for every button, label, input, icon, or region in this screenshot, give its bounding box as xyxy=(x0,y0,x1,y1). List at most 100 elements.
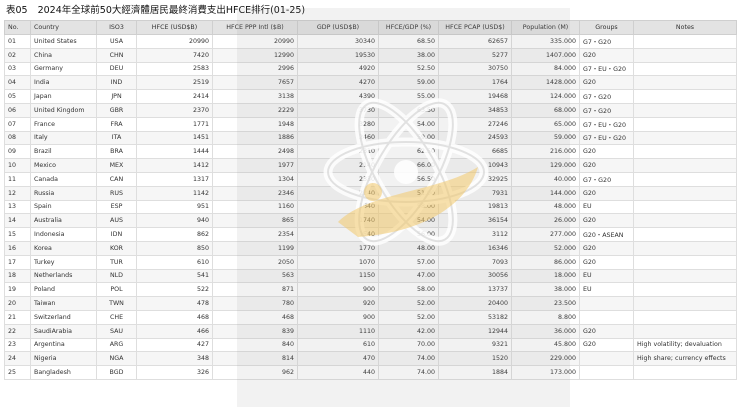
cell-country: Nigeria xyxy=(30,351,97,367)
cell-population: 59.000 xyxy=(511,130,580,146)
cell-hfce-gdp: 58.00 xyxy=(378,199,439,215)
cell-hfce-ppp: 2050 xyxy=(212,254,298,270)
cell-no: 01 xyxy=(4,34,31,49)
cell-hfce-ppp: 2498 xyxy=(212,144,298,160)
cell-country: Poland xyxy=(30,282,97,298)
col-header-hfce-pcap: HFCE PCAP (USD$) xyxy=(438,20,512,35)
cell-hfce-gdp: 47.00 xyxy=(378,268,439,284)
cell-hfce-ppp: 2346 xyxy=(212,185,298,201)
col-header-hfce-ppp: HFCE PPP Intl ($B) xyxy=(212,20,298,35)
table-row: 05 Japan JPN 2414 3138 4390 55.00 19468 124.000 G… xyxy=(4,89,737,104)
col-header-gdp: GDP (USD$B) xyxy=(297,20,379,35)
cell-country: Mexico xyxy=(30,158,97,173)
cell-gdp: 2240 xyxy=(297,185,379,201)
cell-hfce-gdp: 62.50 xyxy=(378,144,439,160)
col-header-hfce-gdp: HFCE/GDP (%) xyxy=(378,20,439,35)
cell-hfce-pcap: 5277 xyxy=(438,47,512,63)
table-row: 16 Korea KOR 850 1199 1770 48.00 16346 52.000 G20 xyxy=(4,240,737,256)
cell-hfce-ppp: 563 xyxy=(212,268,298,284)
cell-hfce: 940 xyxy=(136,213,213,229)
cell-hfce-pcap: 20400 xyxy=(438,296,512,311)
cell-hfce-pcap: 27246 xyxy=(438,116,512,132)
cell-population: 52.000 xyxy=(511,240,580,256)
cell-population: 277.000 xyxy=(511,227,580,242)
cell-hfce-pcap: 19468 xyxy=(438,89,512,104)
cell-notes xyxy=(633,144,737,160)
cell-population: 36.000 xyxy=(511,323,580,339)
table-row: 07 France FRA 1771 1948 3280 54.00 27246 65.000 G… xyxy=(4,116,737,132)
cell-hfce-pcap: 12944 xyxy=(438,323,512,339)
cell-notes xyxy=(633,365,737,380)
cell-groups: G20 xyxy=(579,47,634,63)
cell-groups: EU xyxy=(579,268,634,284)
table-row: 22 SaudiArabia SAU 466 839 1110 42.00 12944 36.0… xyxy=(4,323,737,339)
cell-population: 48.000 xyxy=(511,199,580,215)
cell-hfce: 468 xyxy=(136,309,213,325)
cell-groups: G20 xyxy=(579,144,634,160)
table-row: 08 Italy ITA 1451 1886 2460 59.00 24593 59.000 G7… xyxy=(4,130,737,146)
cell-groups: G20 xyxy=(579,240,634,256)
cell-hfce-gdp: 54.00 xyxy=(378,116,439,132)
col-header-no: No. xyxy=(4,20,31,35)
cell-iso3: ITA xyxy=(96,130,137,146)
cell-hfce-gdp: 63.50 xyxy=(378,102,439,118)
cell-hfce-pcap: 1884 xyxy=(438,365,512,380)
cell-gdp: 900 xyxy=(297,309,379,325)
cell-hfce-gdp: 66.00 xyxy=(378,158,439,173)
cell-hfce-pcap: 10943 xyxy=(438,158,512,173)
cell-country: Indonesia xyxy=(30,227,97,242)
cell-no: 02 xyxy=(4,47,31,63)
cell-groups: G20 xyxy=(579,75,634,91)
cell-notes xyxy=(633,227,737,242)
cell-hfce: 7420 xyxy=(136,47,213,63)
cell-no: 13 xyxy=(4,199,31,215)
cell-gdp: 900 xyxy=(297,282,379,298)
cell-hfce-gdp: 74.00 xyxy=(378,365,439,380)
cell-hfce-ppp: 814 xyxy=(212,351,298,367)
cell-gdp: 30340 xyxy=(297,34,379,49)
cell-notes xyxy=(633,268,737,284)
table-row: 23 Argentina ARG 427 840 610 70.00 9321 45.800 G2… xyxy=(4,337,737,353)
cell-hfce-ppp: 468 xyxy=(212,309,298,325)
cell-gdp: 1110 xyxy=(297,323,379,339)
cell-hfce-gdp: 70.00 xyxy=(378,337,439,353)
cell-hfce-pcap: 1520 xyxy=(438,351,512,367)
cell-gdp: 2460 xyxy=(297,130,379,146)
table-row: 03 Germany DEU 2583 2996 4920 52.50 30750 84.000… xyxy=(4,61,737,77)
cell-country: France xyxy=(30,116,97,132)
cell-iso3: TWN xyxy=(96,296,137,311)
cell-hfce-ppp: 2996 xyxy=(212,61,298,77)
cell-population: 129.000 xyxy=(511,158,580,173)
col-header-notes: Notes xyxy=(633,20,737,35)
table-row: 17 Turkey TUR 610 2050 1070 57.00 7093 86.000 G20 xyxy=(4,254,737,270)
cell-hfce: 1451 xyxy=(136,130,213,146)
cell-hfce-gdp: 55.00 xyxy=(378,89,439,104)
cell-country: India xyxy=(30,75,97,91)
cell-population: 1407.000 xyxy=(511,47,580,63)
cell-groups: G20 xyxy=(579,213,634,229)
cell-groups: G7・EU・G20 xyxy=(579,130,634,146)
col-header-population: Population (M) xyxy=(511,20,580,35)
table-row: 10 Mexico MEX 1412 1977 2140 66.00 10943 129.000… xyxy=(4,158,737,173)
table-row: 11 Canada CAN 1317 1304 2330 56.50 32925 40.000 G… xyxy=(4,171,737,187)
cell-hfce-gdp: 52.50 xyxy=(378,61,439,77)
cell-country: Germany xyxy=(30,61,97,77)
cell-iso3: BGD xyxy=(96,365,137,380)
cell-no: 07 xyxy=(4,116,31,132)
cell-no: 18 xyxy=(4,268,31,284)
table-code: 表05 xyxy=(6,5,28,16)
cell-hfce-gdp: 74.00 xyxy=(378,351,439,367)
cell-no: 21 xyxy=(4,309,31,325)
cell-notes xyxy=(633,116,737,132)
cell-hfce: 1444 xyxy=(136,144,213,160)
cell-no: 11 xyxy=(4,171,31,187)
cell-groups: G7・EU・G20 xyxy=(579,116,634,132)
cell-hfce: 466 xyxy=(136,323,213,339)
cell-groups: G20 xyxy=(579,254,634,270)
cell-gdp: 2140 xyxy=(297,158,379,173)
cell-iso3: MEX xyxy=(96,158,137,173)
cell-gdp: 1640 xyxy=(297,199,379,215)
cell-hfce-pcap: 34853 xyxy=(438,102,512,118)
table-row: 13 Spain ESP 951 1160 1640 58.00 19813 48.000 EU xyxy=(4,199,737,215)
cell-country: Japan xyxy=(30,89,97,104)
